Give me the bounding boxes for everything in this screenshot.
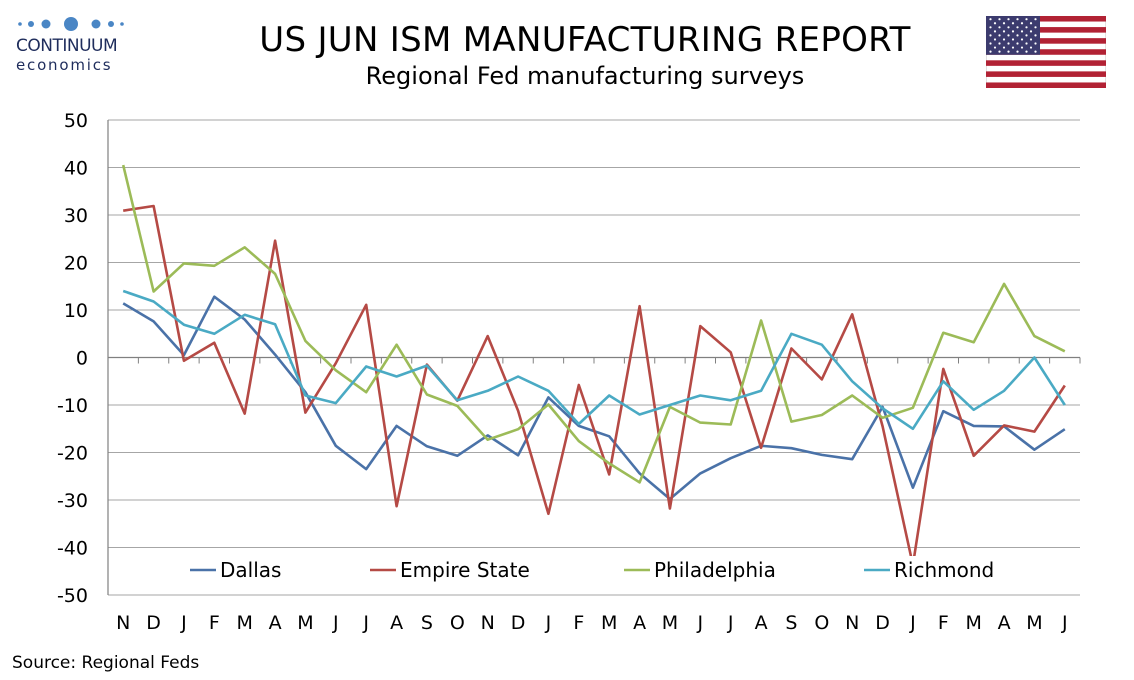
page-title: US JUN ISM MANUFACTURING REPORT (259, 20, 911, 60)
x-tick-label: J (180, 612, 187, 634)
x-tick-label: J (697, 612, 704, 634)
y-tick-label: -30 (57, 490, 88, 512)
page-subtitle: Regional Fed manufacturing surveys (365, 62, 805, 90)
series-line-empire-state (123, 204, 1066, 567)
legend-label: Richmond (894, 558, 994, 582)
x-tick-label: A (390, 612, 403, 634)
x-tick-label: D (146, 612, 161, 634)
x-tick-label: D (875, 612, 890, 634)
x-tick-label: O (814, 612, 829, 634)
logo-subtitle: economics (16, 56, 113, 74)
x-tick-label: A (755, 612, 768, 634)
x-tick-label: F (573, 612, 584, 634)
x-tick-label: M (601, 612, 617, 634)
legend-label: Empire State (400, 558, 530, 582)
source-note: Source: Regional Feds (12, 653, 200, 673)
x-tick-label: A (998, 612, 1011, 634)
logo-dots-icon (18, 17, 124, 31)
legend-label: Philadelphia (654, 558, 776, 582)
x-tick-label: D (511, 612, 526, 634)
x-tick-label: J (362, 612, 369, 634)
x-tick-label: O (450, 612, 465, 634)
y-tick-label: -20 (57, 443, 88, 465)
series-line-dallas (122, 295, 1066, 501)
y-tick-label: 30 (64, 205, 88, 227)
y-tick-label: 10 (64, 300, 88, 322)
x-tick-label: J (332, 612, 339, 634)
x-tick-label: J (909, 612, 916, 634)
x-tick-label: M (297, 612, 313, 634)
y-tick-label: 20 (64, 253, 88, 275)
y-tick-label: -50 (57, 585, 88, 607)
x-tick-label: A (633, 612, 646, 634)
x-tick-label: J (545, 612, 552, 634)
logo-wordmark: CONTINUUM (16, 36, 118, 56)
y-tick-label: -10 (57, 395, 88, 417)
continuum-logo: CONTINUUM economics (10, 14, 140, 76)
x-tick-label: M (1026, 612, 1042, 634)
y-tick-label: 50 (64, 110, 88, 132)
x-tick-label: F (938, 612, 949, 634)
y-tick-label: 0 (76, 348, 88, 370)
legend-label: Dallas (220, 558, 281, 582)
x-tick-label: M (236, 612, 252, 634)
x-tick-label: N (845, 612, 859, 634)
x-tick-label: F (209, 612, 220, 634)
x-tick-label: S (421, 612, 433, 634)
x-tick-label: A (269, 612, 282, 634)
y-tick-label: -40 (57, 538, 88, 560)
y-tick-label: 40 (64, 158, 88, 180)
us-flag-icon (986, 16, 1106, 88)
x-tick-label: J (1061, 612, 1068, 634)
x-tick-label: S (785, 612, 797, 634)
x-tick-label: M (662, 612, 678, 634)
x-tick-label: J (727, 612, 734, 634)
x-tick-label: N (481, 612, 495, 634)
series-line-philadelphia (121, 164, 1066, 484)
x-tick-label: N (116, 612, 130, 634)
x-tick-label: M (965, 612, 981, 634)
series-line-richmond (122, 289, 1066, 431)
